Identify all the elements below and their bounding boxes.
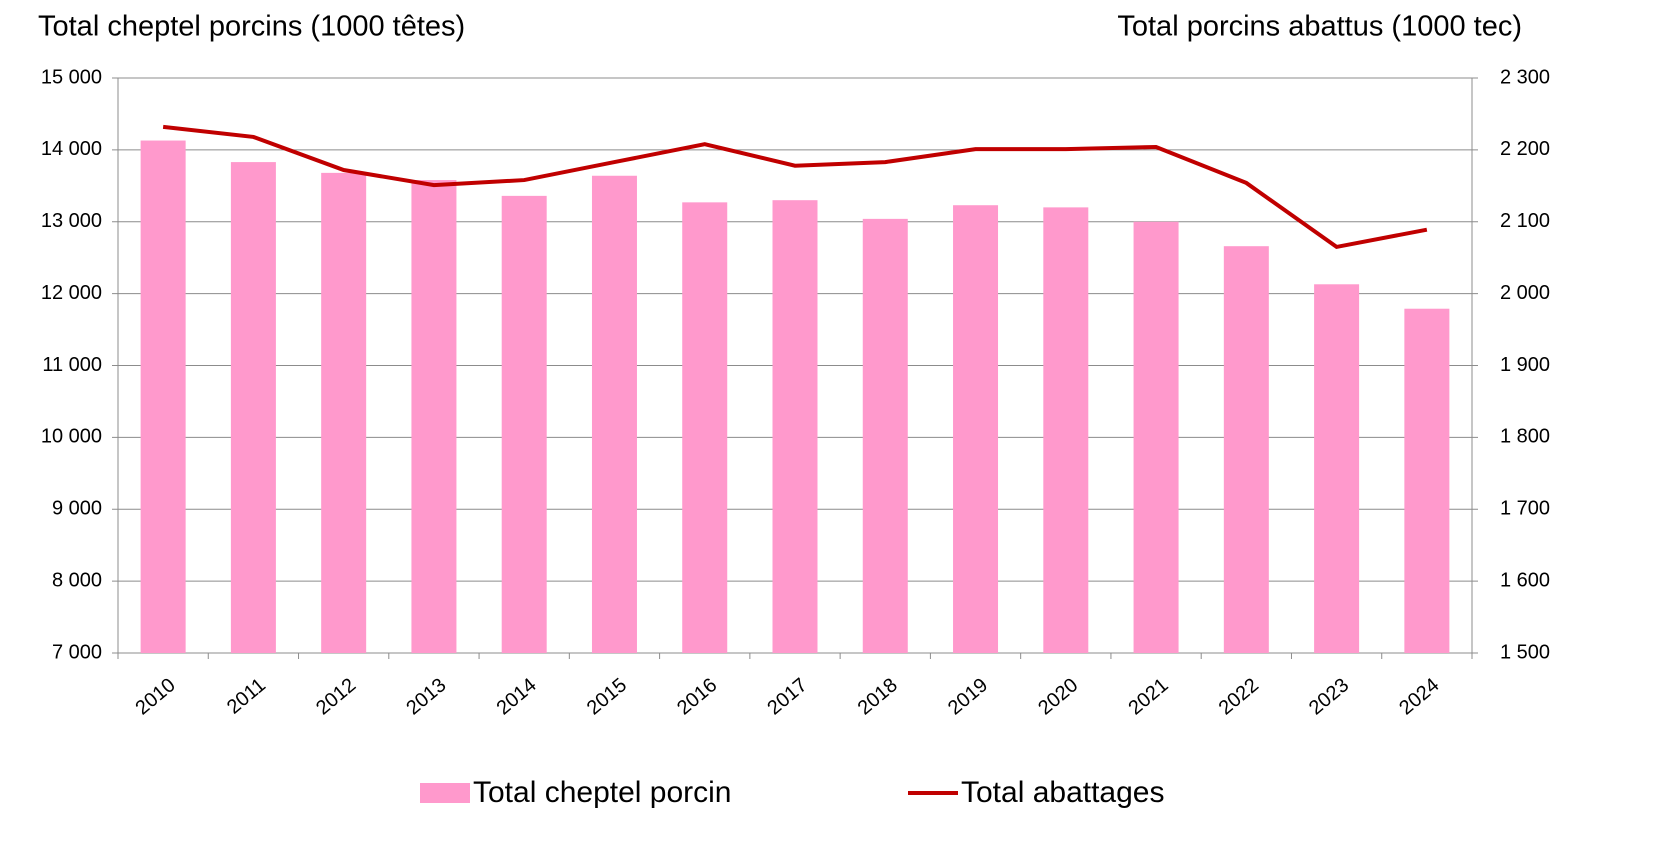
y2-title: Total porcins abattus (1000 tec) bbox=[1117, 11, 1522, 43]
x-tick-label: 2019 bbox=[944, 674, 992, 719]
x-tick-label: 2024 bbox=[1395, 674, 1443, 719]
bar bbox=[1314, 284, 1360, 653]
x-tick-label: 2018 bbox=[854, 674, 902, 719]
bar bbox=[953, 205, 999, 653]
y-tick-label: 13 000 bbox=[41, 210, 102, 232]
y2-tick-label: 2 200 bbox=[1500, 138, 1550, 160]
x-tick-label: 2011 bbox=[223, 674, 270, 719]
bar bbox=[862, 218, 908, 653]
line bbox=[162, 124, 1428, 250]
bar bbox=[140, 140, 186, 653]
bar bbox=[591, 175, 637, 653]
legend-label: Total cheptel porcin bbox=[473, 776, 732, 809]
y-tick-label: 8 000 bbox=[52, 569, 102, 591]
chart-title: Total cheptel porcins (1000 têtes) bbox=[38, 11, 465, 43]
y2-tick-label: 2 300 bbox=[1500, 66, 1550, 88]
bar bbox=[1133, 221, 1179, 653]
y-tick-label: 12 000 bbox=[41, 282, 102, 304]
bar bbox=[1404, 308, 1450, 653]
bar bbox=[321, 172, 367, 653]
y-tick-label: 9 000 bbox=[52, 498, 102, 520]
x-tick-label: 2014 bbox=[493, 674, 541, 719]
legend-label: Total abattages bbox=[961, 776, 1164, 809]
x-tick-label: 2013 bbox=[402, 674, 450, 719]
y-tick-label: 11 000 bbox=[42, 354, 102, 376]
bar bbox=[1043, 207, 1089, 653]
legend-swatch bbox=[420, 783, 470, 803]
y2-tick-label: 1 900 bbox=[1500, 354, 1550, 376]
x-tick-label: 2016 bbox=[673, 674, 721, 719]
x-tick-label: 2010 bbox=[132, 674, 180, 719]
y2-tick-label: 2 100 bbox=[1500, 210, 1550, 232]
y-tick-label: 14 000 bbox=[41, 138, 102, 160]
x-tick-label: 2012 bbox=[312, 674, 360, 719]
x-tick-label: 2017 bbox=[763, 674, 811, 719]
y2-tick-label: 1 700 bbox=[1500, 498, 1550, 520]
y-tick-label: 15 000 bbox=[41, 66, 102, 88]
y-tick-label: 7 000 bbox=[52, 641, 102, 663]
y2-tick-label: 1 600 bbox=[1500, 569, 1550, 591]
bar bbox=[411, 180, 457, 653]
x-tick-label: 2023 bbox=[1305, 674, 1353, 719]
bar bbox=[1223, 246, 1269, 653]
y-tick-label: 10 000 bbox=[41, 426, 102, 448]
bar bbox=[501, 195, 547, 653]
bar bbox=[230, 162, 276, 653]
y2-tick-label: 1 800 bbox=[1500, 426, 1550, 448]
bar bbox=[682, 202, 728, 653]
bar bbox=[772, 200, 818, 653]
x-tick-label: 2020 bbox=[1034, 674, 1082, 719]
x-tick-label: 2015 bbox=[583, 674, 631, 719]
x-tick-label: 2021 bbox=[1124, 674, 1172, 719]
x-tick-label: 2022 bbox=[1215, 674, 1263, 719]
y2-tick-label: 1 500 bbox=[1500, 641, 1550, 663]
y2-tick-label: 2 000 bbox=[1500, 282, 1550, 304]
